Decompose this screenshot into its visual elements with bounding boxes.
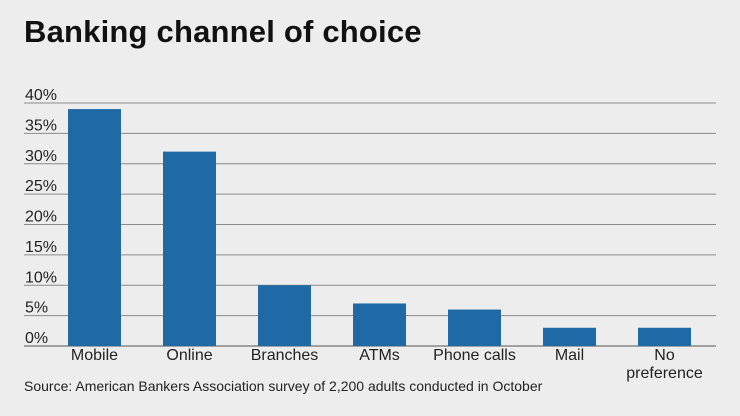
y-tick-label: 0% <box>25 330 48 347</box>
y-tick-label: 40% <box>25 87 57 104</box>
x-category-label-line: Mobile <box>71 347 118 364</box>
x-category-label: ATMs <box>359 347 400 364</box>
x-category-label: No preference <box>626 347 703 382</box>
bar <box>163 151 216 346</box>
x-category-label-line: Mail <box>555 347 584 364</box>
x-category-label-line: Online <box>166 347 212 364</box>
bar <box>258 285 311 346</box>
bar <box>638 327 691 346</box>
x-category-label-line: No <box>654 347 675 364</box>
bars <box>68 109 691 346</box>
x-category-label-line: Branches <box>251 347 319 364</box>
x-category-label: Phone calls <box>433 347 516 364</box>
x-category-label: Mobile <box>71 347 118 364</box>
y-tick-label: 30% <box>25 148 57 165</box>
x-category-label: Online <box>166 347 212 364</box>
source-note: Source: American Bankers Association sur… <box>24 378 543 394</box>
y-tick-label: 10% <box>25 269 57 286</box>
y-tick-label: 5% <box>25 300 48 317</box>
y-tick-label: 25% <box>25 178 57 195</box>
x-axis-category-labels: Mobile Online Branches ATMs Phone calls Mail N… <box>71 347 703 382</box>
x-category-label: Mail <box>555 347 584 364</box>
y-tick-label: 35% <box>25 117 57 134</box>
chart-title: Banking channel of choice <box>24 14 422 49</box>
bar <box>353 303 406 346</box>
y-tick-label: 15% <box>25 239 57 256</box>
y-axis-tick-labels: 0% 5% 10% 15% 20% 25% 30% 35% 40% <box>25 87 57 347</box>
bar <box>543 327 596 346</box>
x-category-label-line: Phone calls <box>433 347 516 364</box>
x-category-label: Branches <box>251 347 319 364</box>
x-category-label-line: ATMs <box>359 347 400 364</box>
x-category-label-line: preference <box>626 365 703 382</box>
y-tick-label: 20% <box>25 209 57 226</box>
bar <box>68 109 121 346</box>
bar <box>448 309 501 346</box>
